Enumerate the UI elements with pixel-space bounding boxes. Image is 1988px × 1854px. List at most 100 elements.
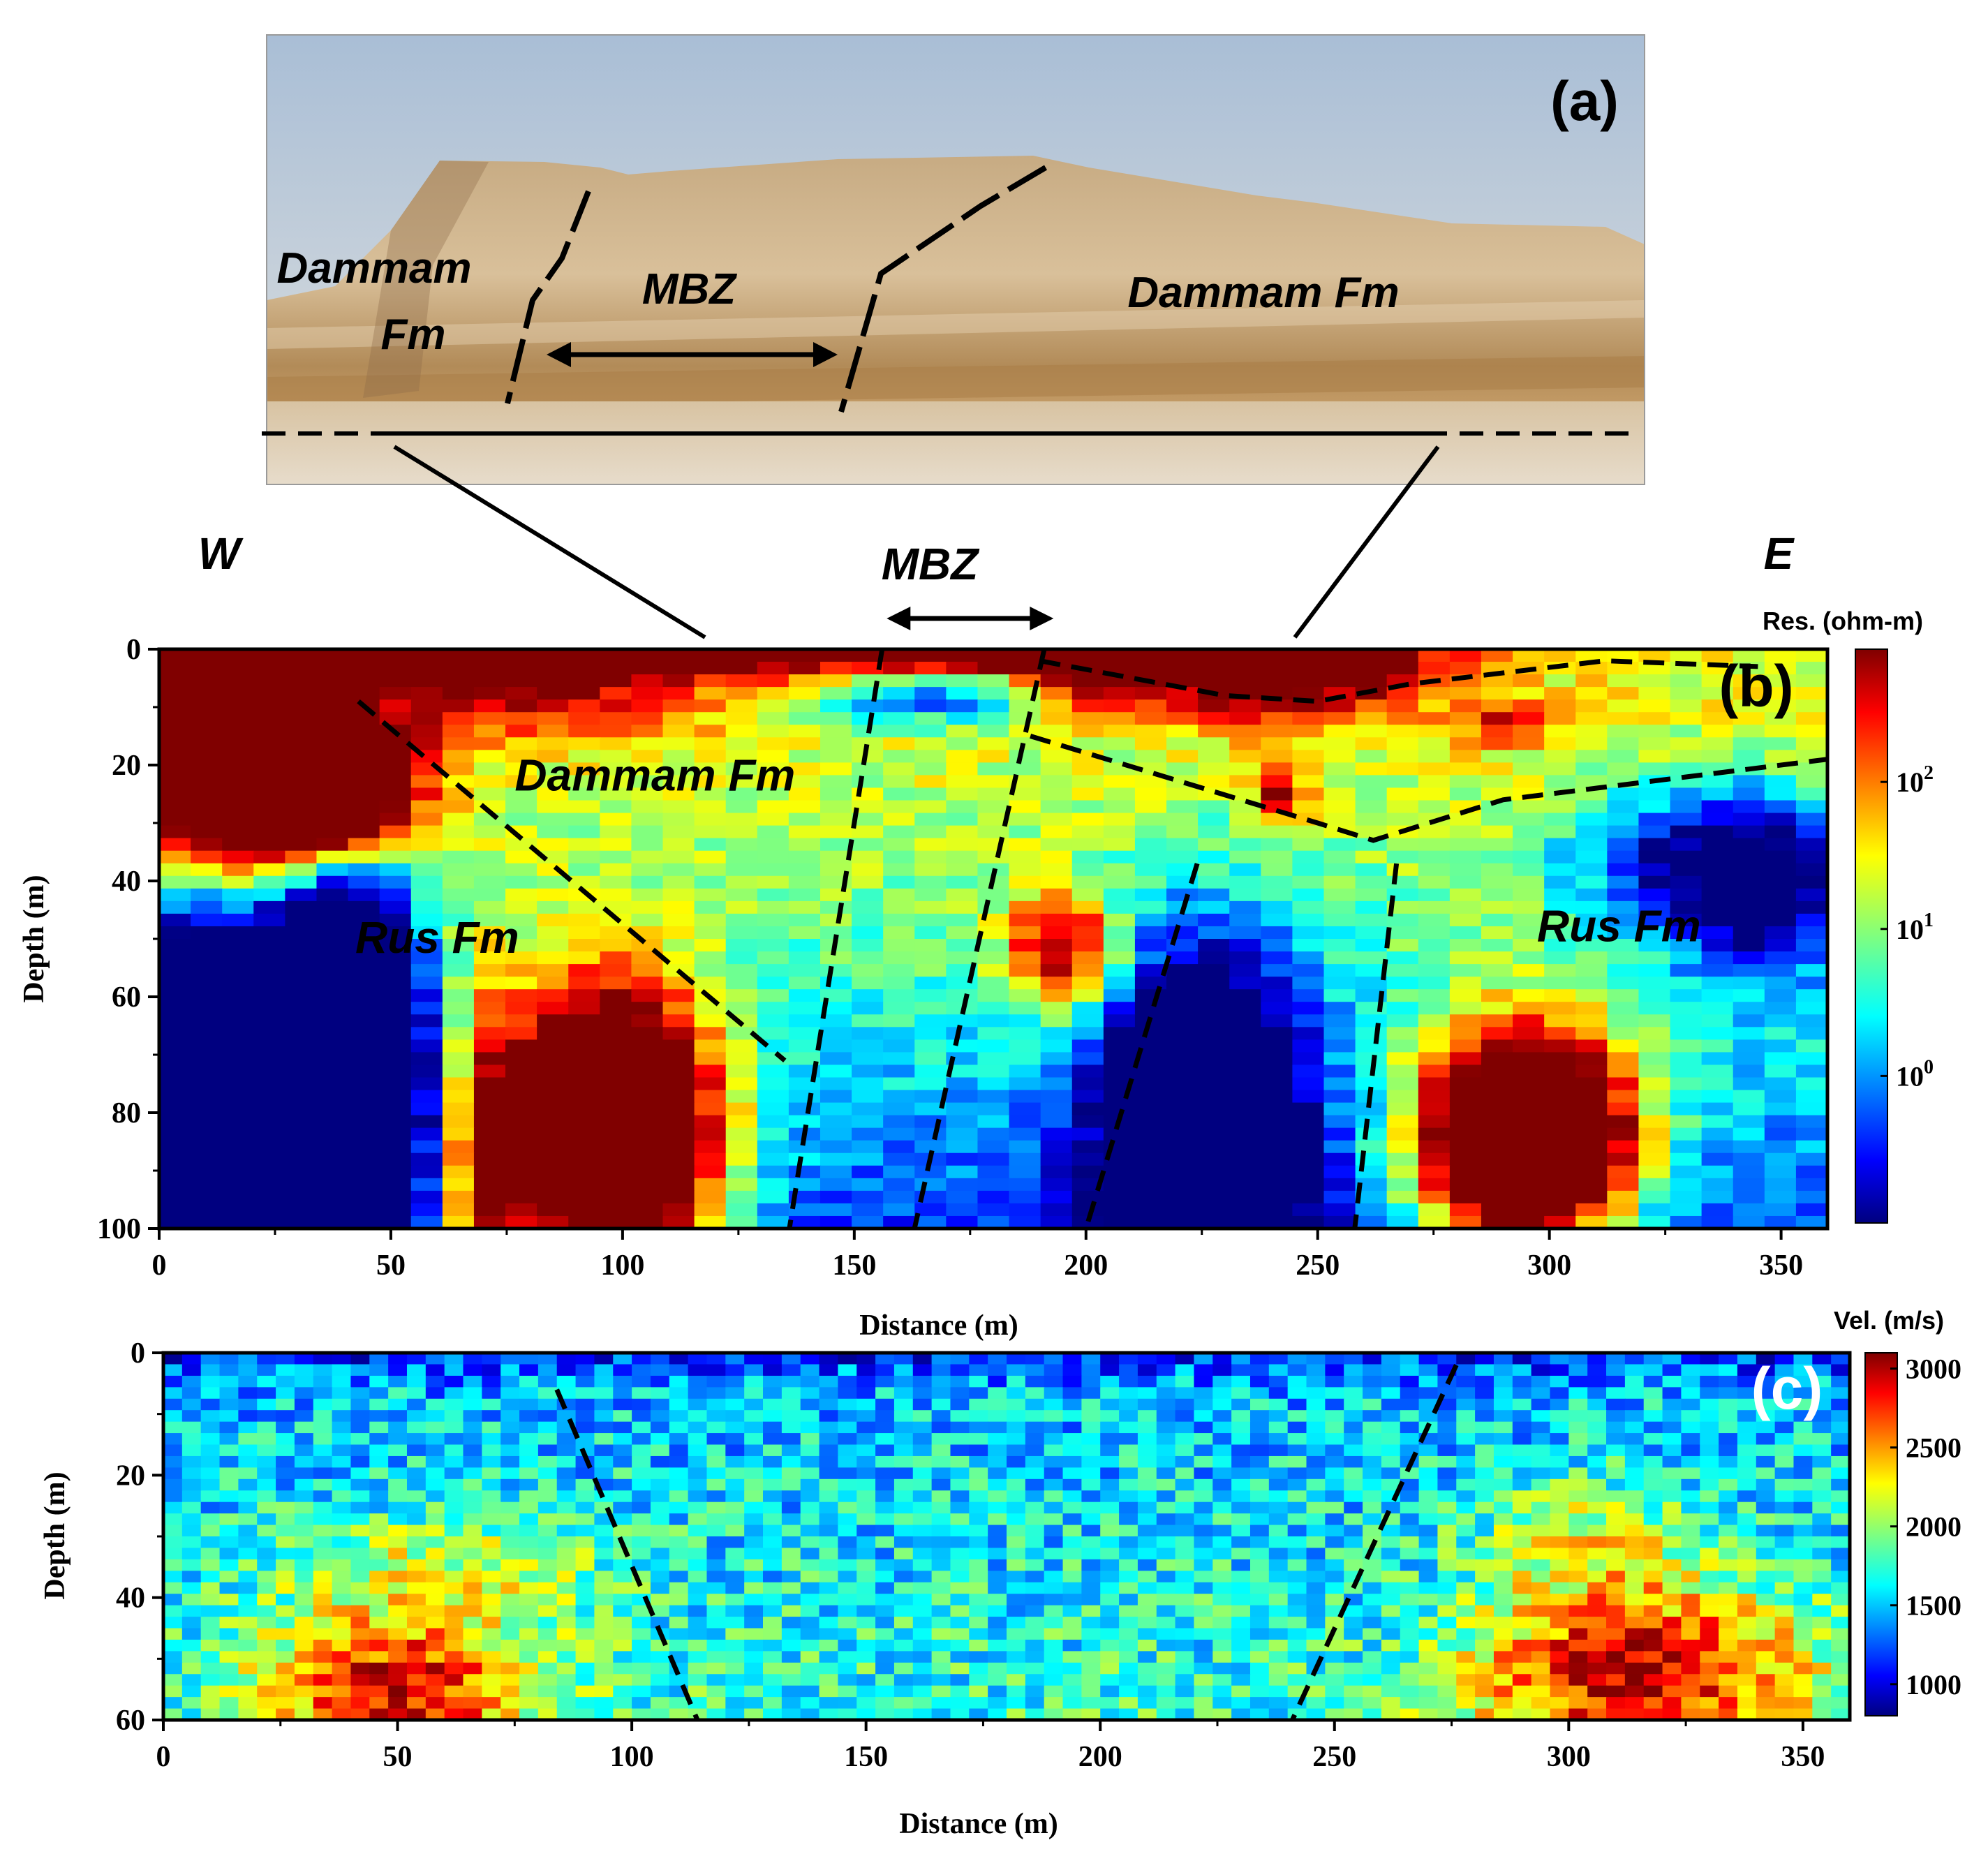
heatmap-cell bbox=[632, 1536, 651, 1549]
heatmap-cell bbox=[253, 825, 286, 839]
heatmap-cell bbox=[600, 787, 632, 801]
heatmap-cell bbox=[350, 1525, 371, 1537]
heatmap-cell bbox=[1100, 1639, 1120, 1652]
heatmap-cell bbox=[594, 1617, 614, 1629]
heatmap-cell bbox=[313, 1467, 333, 1480]
heatmap-cell bbox=[600, 1002, 632, 1016]
heatmap-cell bbox=[316, 838, 349, 852]
heatmap-cell bbox=[1795, 1077, 1827, 1091]
heatmap-cell bbox=[276, 1455, 295, 1469]
heatmap-cell bbox=[276, 1421, 295, 1434]
heatmap-cell bbox=[1137, 1444, 1157, 1457]
heatmap-cell bbox=[1103, 775, 1136, 789]
heatmap-cell bbox=[763, 1455, 782, 1469]
heatmap-cell bbox=[1700, 1651, 1719, 1663]
heatmap-cell bbox=[725, 1027, 758, 1041]
heatmap-cell bbox=[1009, 875, 1041, 889]
heatmap-cell bbox=[537, 913, 570, 927]
heatmap-cell bbox=[763, 1559, 782, 1572]
heatmap-cell bbox=[1386, 1002, 1419, 1016]
heatmap-cell bbox=[1156, 1639, 1176, 1652]
heatmap-cell bbox=[1103, 787, 1136, 801]
heatmap-cell bbox=[1670, 1215, 1703, 1229]
heatmap-cell bbox=[1062, 1353, 1083, 1365]
heatmap-cell bbox=[969, 1433, 988, 1446]
heatmap-cell bbox=[1575, 977, 1608, 990]
heatmap-cell bbox=[159, 775, 191, 789]
heatmap-cell bbox=[1606, 1501, 1626, 1514]
heatmap-cell bbox=[950, 1421, 970, 1434]
heatmap-cell bbox=[1568, 1639, 1588, 1652]
heatmap-cell bbox=[410, 850, 443, 864]
heatmap-cell bbox=[856, 1548, 876, 1560]
heatmap-cell bbox=[285, 725, 318, 739]
heatmap-cell bbox=[1607, 687, 1640, 700]
heatmap-cell bbox=[875, 1353, 895, 1365]
heatmap-cell bbox=[332, 1353, 352, 1365]
heatmap-cell bbox=[946, 977, 979, 990]
heatmap-cell bbox=[1456, 1605, 1476, 1617]
heatmap-cell bbox=[568, 900, 601, 914]
heatmap-cell bbox=[819, 1639, 839, 1652]
heatmap-cell bbox=[1475, 1582, 1494, 1594]
heatmap-cell bbox=[1513, 1039, 1545, 1053]
heatmap-cell bbox=[253, 1077, 286, 1091]
heatmap-cell bbox=[669, 1594, 689, 1606]
heatmap-cell bbox=[222, 977, 255, 990]
mbz-label: MBZ bbox=[882, 539, 981, 589]
heatmap-cell bbox=[294, 1559, 314, 1572]
heatmap-cell bbox=[852, 1002, 884, 1016]
heatmap-cell bbox=[1513, 649, 1545, 662]
heatmap-cell bbox=[950, 1548, 970, 1560]
heatmap-cell bbox=[800, 1455, 820, 1469]
heatmap-cell bbox=[257, 1582, 276, 1594]
heatmap-cell bbox=[1418, 951, 1451, 965]
heatmap-cell bbox=[1437, 1571, 1457, 1583]
heatmap-cell bbox=[1607, 964, 1640, 977]
heatmap-cell bbox=[348, 800, 380, 814]
heatmap-cell bbox=[1103, 737, 1136, 751]
heatmap-cell bbox=[1229, 989, 1262, 1003]
heatmap-cell bbox=[1229, 825, 1262, 839]
heatmap-cell bbox=[444, 1467, 464, 1480]
heatmap-cell bbox=[575, 1639, 595, 1652]
heatmap-cell bbox=[788, 1203, 821, 1217]
heatmap-cell bbox=[350, 1662, 371, 1675]
heatmap-cell bbox=[1764, 1065, 1797, 1078]
heatmap-cell bbox=[1513, 712, 1545, 726]
heatmap-cell bbox=[1531, 1478, 1551, 1492]
heatmap-cell bbox=[568, 863, 601, 877]
heatmap-cell bbox=[1481, 888, 1513, 902]
heatmap-cell bbox=[688, 1444, 708, 1457]
heatmap-cell bbox=[883, 1090, 916, 1104]
heatmap-cell bbox=[556, 1651, 577, 1663]
heatmap-cell bbox=[819, 1364, 839, 1377]
heatmap-cell bbox=[519, 1582, 539, 1594]
heatmap-cell bbox=[694, 750, 727, 764]
heatmap-cell bbox=[988, 1651, 1007, 1663]
heatmap-cell bbox=[977, 951, 1010, 965]
heatmap-cell bbox=[1119, 1559, 1138, 1572]
heatmap-cell bbox=[425, 1639, 445, 1652]
heatmap-cell bbox=[473, 939, 506, 952]
heatmap-cell bbox=[725, 1639, 745, 1652]
heatmap-cell bbox=[1134, 800, 1167, 814]
heatmap-cell bbox=[1756, 1525, 1776, 1537]
heatmap-cell bbox=[1381, 1364, 1401, 1377]
heatmap-cell bbox=[1606, 1364, 1626, 1377]
heatmap-cell bbox=[1737, 1594, 1757, 1606]
heatmap-cell bbox=[285, 1215, 318, 1229]
heatmap-cell bbox=[856, 1467, 876, 1480]
heatmap-cell bbox=[442, 1203, 475, 1217]
heatmap-cell bbox=[1681, 1639, 1701, 1652]
heatmap-cell bbox=[763, 1444, 782, 1457]
heatmap-cell bbox=[1701, 1115, 1734, 1129]
heatmap-cell bbox=[257, 1398, 276, 1411]
heatmap-cell bbox=[1670, 1039, 1703, 1053]
heatmap-cell bbox=[1607, 951, 1640, 965]
heatmap-cell bbox=[631, 1039, 664, 1053]
heatmap-cell bbox=[946, 762, 979, 776]
heatmap-cell bbox=[1198, 964, 1230, 977]
heatmap-cell bbox=[594, 1651, 614, 1663]
